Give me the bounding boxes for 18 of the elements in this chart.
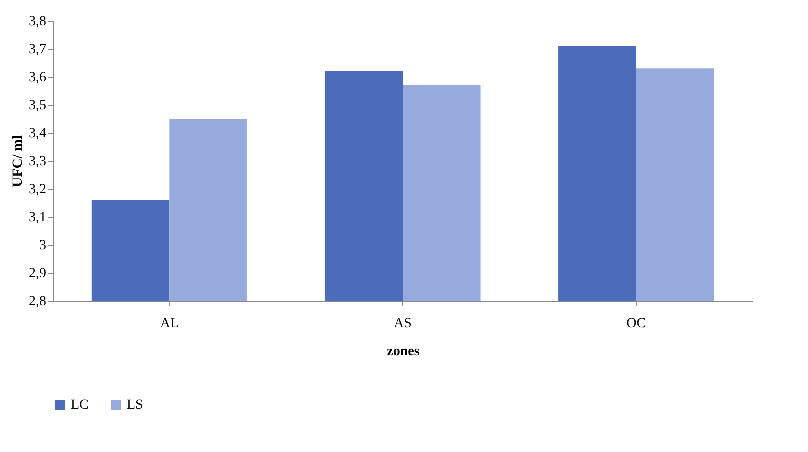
x-tick-label: AS: [394, 316, 412, 332]
y-tick-label: 3,6: [29, 70, 46, 86]
x-tick-label: AL: [160, 316, 180, 332]
legend-label: LC: [71, 398, 89, 413]
y-tick-label: 3,2: [29, 182, 46, 198]
legend-label: LS: [127, 398, 144, 413]
y-tick-label: 3,1: [29, 210, 46, 226]
y-tick-label: 3,4: [29, 126, 46, 142]
y-tick-label: 2,8: [29, 294, 46, 310]
y-tick-label: 2,9: [29, 266, 46, 282]
y-tick-label: 3,3: [29, 154, 46, 170]
x-tick-label: OC: [626, 316, 646, 332]
y-tick-label: 3: [40, 238, 46, 254]
x-axis-title: zones: [387, 344, 420, 360]
y-tick-label: 3,8: [29, 14, 46, 30]
y-axis-title: UFC/ ml: [11, 136, 26, 188]
y-tick-label: 3,5: [29, 98, 46, 114]
y-tick-label: 3,7: [29, 42, 46, 58]
